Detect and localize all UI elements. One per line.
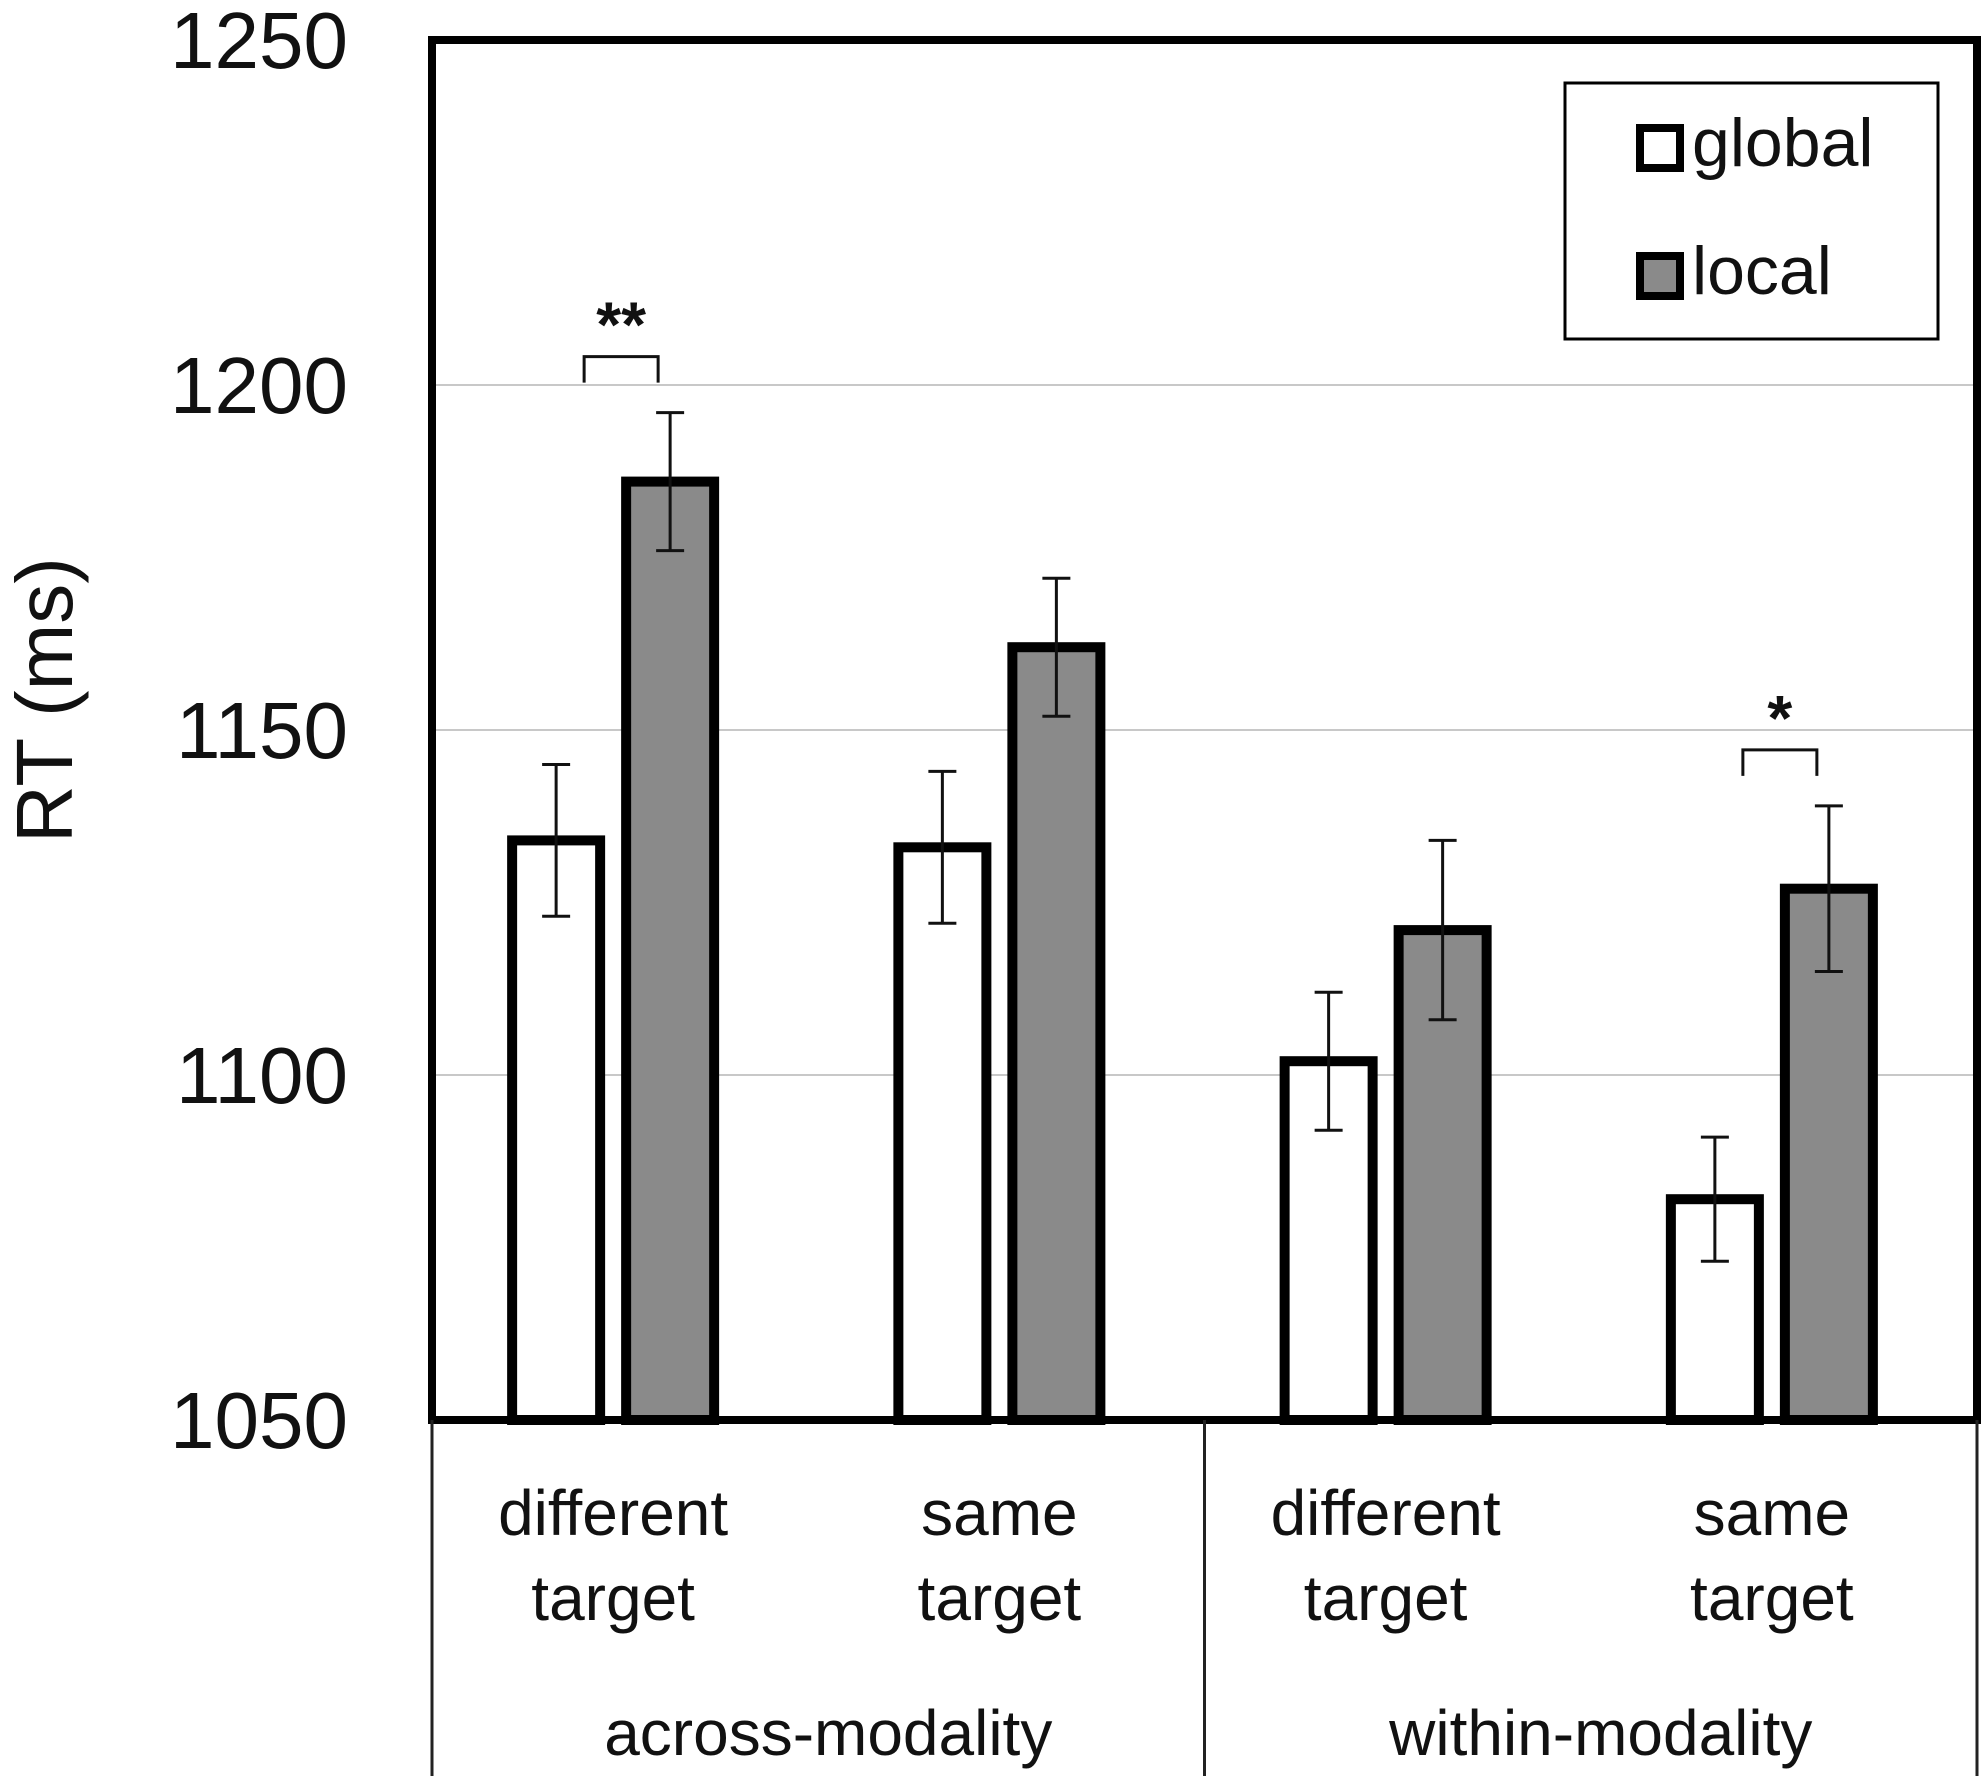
y-tick-label: 1150 bbox=[176, 686, 348, 775]
significance-bracket bbox=[1741, 748, 1819, 776]
y-tick-label: 1050 bbox=[170, 1376, 348, 1465]
y-tick-label: 1200 bbox=[170, 341, 348, 430]
bar-local bbox=[1007, 642, 1106, 1425]
category-label-line1: same bbox=[921, 1477, 1078, 1549]
bars bbox=[507, 476, 1878, 1426]
error-bars bbox=[542, 411, 1843, 1263]
bar-global bbox=[893, 842, 992, 1425]
significance-label: * bbox=[1767, 682, 1792, 754]
significance-label: ** bbox=[596, 289, 646, 361]
legend: global local bbox=[1563, 81, 1940, 341]
group-label: across-modality bbox=[604, 1697, 1052, 1769]
category-label-line2: target bbox=[1690, 1562, 1854, 1634]
legend-swatch-global bbox=[1636, 124, 1684, 172]
category-label-line2: target bbox=[918, 1562, 1082, 1634]
bar-local bbox=[621, 476, 720, 1426]
bar-global bbox=[507, 835, 606, 1425]
category-label-line1: different bbox=[1271, 1477, 1501, 1549]
legend-swatch-local bbox=[1636, 252, 1684, 300]
significance-annotations: *** bbox=[582, 289, 1819, 776]
legend-label: local bbox=[1692, 233, 1832, 309]
group-label: within-modality bbox=[1388, 1697, 1812, 1769]
legend-label: global bbox=[1692, 105, 1874, 181]
legend-box bbox=[1563, 81, 1940, 341]
category-label-line2: target bbox=[1304, 1562, 1468, 1634]
y-tick-label: 1250 bbox=[170, 0, 348, 85]
significance-bracket bbox=[582, 355, 660, 383]
y-tick-label: 1100 bbox=[176, 1031, 348, 1120]
category-label-line1: same bbox=[1694, 1477, 1851, 1549]
category-label-line2: target bbox=[531, 1562, 695, 1634]
category-label-line1: different bbox=[498, 1477, 728, 1549]
y-axis-ticks: 1050 1100 1150 1200 1250 bbox=[170, 0, 348, 1465]
y-axis-title: RT (ms) bbox=[0, 557, 89, 843]
x-axis-categories: different target same target different target… bbox=[430, 1420, 1979, 1776]
